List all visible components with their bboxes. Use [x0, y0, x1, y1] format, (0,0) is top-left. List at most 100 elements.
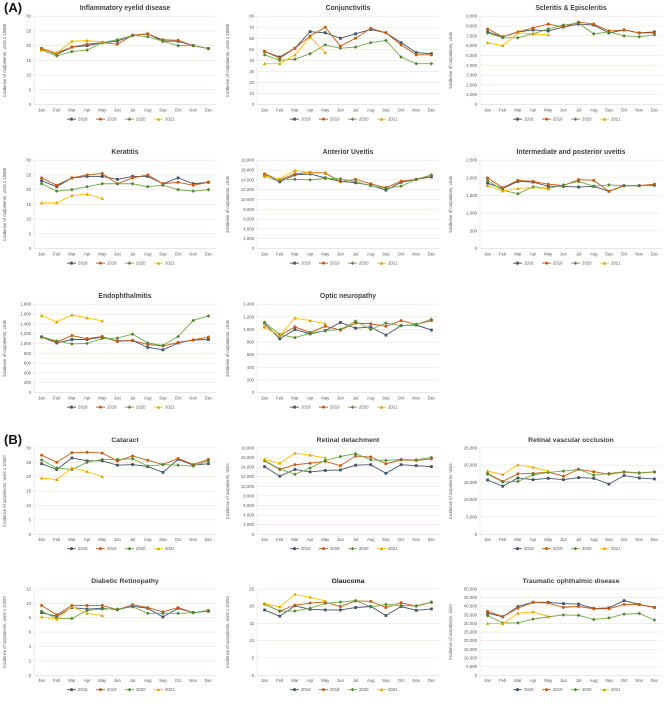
legend-label: 2019 [330, 261, 340, 266]
series-line-2018 [41, 175, 209, 188]
data-point-2018 [546, 184, 550, 188]
y-tick-label: 5 [29, 517, 32, 522]
month-label: Jan [261, 252, 269, 257]
chart-title: Scleritis & Episcleritis [535, 5, 606, 12]
data-point-2020 [622, 469, 626, 474]
y-tick-label: 25,000 [464, 445, 478, 450]
y-tick-label: 20 [249, 604, 254, 609]
month-label: Dec [651, 108, 659, 113]
chart-title: Intermediate and posterior uveitis [517, 149, 626, 156]
data-point-2020 [100, 181, 105, 186]
legend-label: 2019 [553, 261, 563, 266]
data-point-2021 [70, 313, 74, 317]
month-label: Sep [159, 252, 167, 257]
data-point-2020 [100, 607, 105, 611]
data-point-2021 [85, 611, 89, 615]
month-label: Jul [130, 252, 136, 257]
data-point-2021 [293, 592, 297, 596]
y-tick-label: 15 [26, 202, 31, 207]
month-label: Feb [276, 396, 284, 401]
data-point-2018 [323, 31, 327, 35]
month-label: Oct [398, 252, 405, 257]
month-label: Aug [367, 108, 375, 113]
month-label: Jul [353, 537, 359, 542]
month-label: Feb [499, 252, 507, 257]
data-point-2018 [131, 463, 134, 466]
month-label: Sep [605, 252, 613, 257]
data-point-2021 [323, 50, 327, 55]
legend-item-2018: 2018 [513, 687, 534, 692]
data-point-2021 [485, 621, 490, 625]
data-point-2021 [516, 186, 520, 190]
chart-canvas: Diabetic Retinopathy Incidence of outpati… [2, 578, 216, 692]
data-point-2020 [500, 35, 505, 40]
series-line-2020 [41, 458, 209, 470]
data-point-2020 [115, 607, 120, 611]
month-label: Sep [382, 252, 390, 257]
legend-label: 2018 [301, 261, 311, 266]
month-label: Feb [499, 108, 507, 113]
data-point-2018 [562, 478, 565, 482]
data-point-2021 [278, 461, 282, 465]
y-tick-label: 20 [26, 43, 31, 48]
month-label: Mar [514, 678, 522, 683]
data-point-2018 [430, 328, 433, 332]
data-point-2019 [354, 454, 358, 458]
chart-canvas: Glaucoma Incidence of outpatients, visits… [225, 578, 439, 692]
series-line-2020 [487, 612, 655, 624]
data-point-2018 [278, 614, 282, 618]
data-point-2019 [414, 53, 418, 57]
y-tick-label: 1,000 [243, 327, 254, 332]
data-point-2019 [622, 602, 626, 606]
y-tick-label: 0 [475, 532, 478, 537]
legend-item-2019: 2019 [96, 687, 117, 692]
data-point-2021 [308, 595, 312, 599]
data-point-2018 [577, 185, 580, 189]
month-label: May [98, 396, 107, 401]
data-point-2019 [100, 335, 104, 339]
month-label: Aug [367, 678, 375, 683]
data-point-2020 [54, 54, 59, 58]
data-point-2019 [531, 179, 535, 183]
month-label: May [321, 252, 330, 257]
data-point-2021 [100, 39, 104, 44]
legend-item-2018: 2018 [67, 405, 88, 410]
data-point-2019 [176, 340, 180, 344]
data-point-2019 [622, 28, 626, 32]
data-point-2020 [39, 458, 44, 462]
data-point-2019 [100, 451, 104, 455]
month-label: Apr [530, 252, 537, 257]
month-label: Mar [291, 678, 299, 683]
data-point-2019 [55, 183, 59, 187]
data-point-2019 [516, 606, 520, 610]
data-point-2020 [115, 336, 120, 340]
data-point-2020 [429, 317, 434, 322]
chart-title: Keratitis [111, 149, 138, 156]
data-point-2020 [531, 617, 535, 621]
data-point-2019 [546, 182, 550, 186]
month-label: Oct [175, 108, 182, 113]
data-point-2018 [354, 606, 357, 609]
y-axis-label: Incidence of outpatients, visits [448, 32, 453, 89]
data-point-2020 [70, 616, 74, 621]
month-label: Jun [337, 108, 345, 113]
month-label: Nov [189, 678, 197, 683]
data-point-2018 [339, 36, 342, 40]
data-point-2019 [293, 463, 297, 467]
y-tick-label: 10 [249, 638, 254, 643]
data-point-2020 [429, 173, 434, 177]
data-point-2019 [176, 457, 180, 461]
panel-a: (A) Inflammatory eyelid disease Incidence… [2, 0, 662, 410]
data-point-2018 [100, 174, 104, 178]
y-tick-label: 4 [29, 644, 32, 649]
month-label: Mar [514, 537, 522, 542]
data-point-2018 [308, 30, 312, 34]
data-point-2019 [561, 605, 565, 609]
y-tick-label: 0 [252, 390, 255, 395]
legend-item-2019: 2019 [542, 261, 563, 266]
y-tick-label: 30 [26, 445, 31, 450]
y-tick-label: 80 [249, 14, 254, 19]
data-point-2020 [384, 38, 388, 43]
series-line-2020 [41, 606, 209, 619]
data-point-2019 [354, 321, 358, 325]
